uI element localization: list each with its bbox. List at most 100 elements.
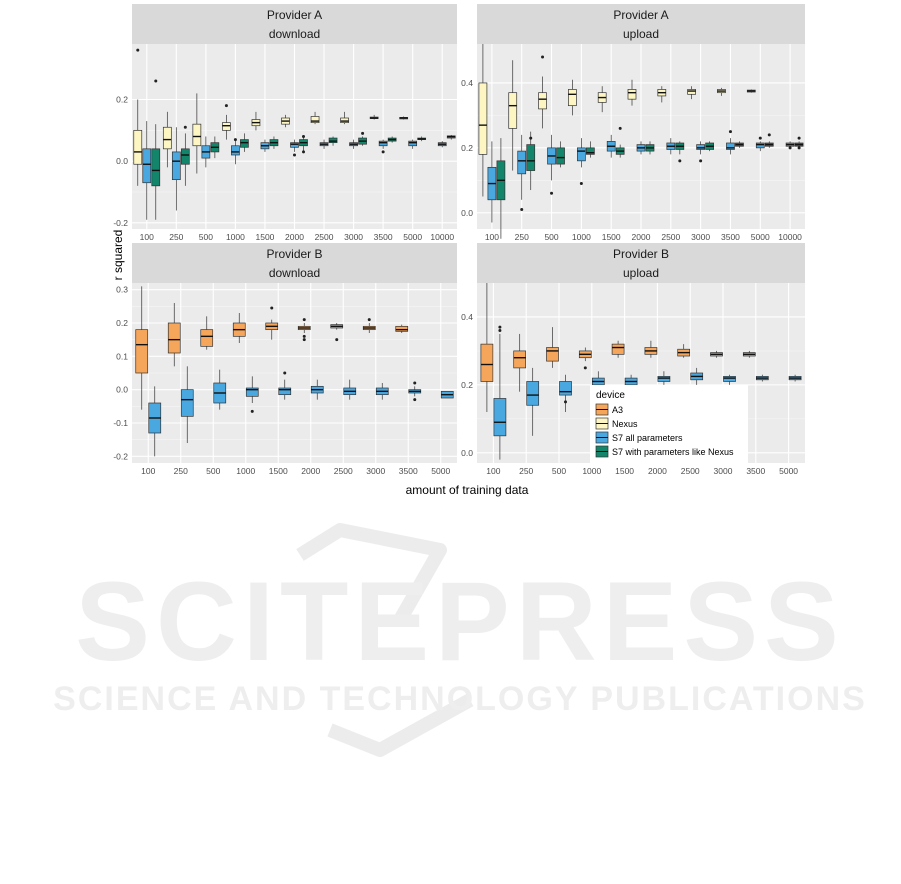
x-tick-label: 5000 [751, 232, 770, 242]
x-tick-label: 10000 [430, 232, 454, 242]
x-tick-label: 2500 [334, 466, 353, 476]
outlier-point [136, 48, 140, 52]
x-tick-label: 2000 [301, 466, 320, 476]
x-tick-label: 100 [486, 466, 500, 476]
outlier-point [678, 159, 682, 163]
y-tick-label: 0.1 [116, 351, 128, 361]
outlier-point [618, 126, 622, 130]
box [687, 89, 696, 95]
outlier-point [520, 208, 524, 212]
strip-label: Provider B [613, 247, 669, 261]
x-tick-label: 100 [141, 466, 155, 476]
outlier-point [797, 146, 801, 150]
box [478, 82, 488, 155]
box [395, 325, 409, 332]
box [611, 343, 625, 355]
x-tick-label: 3000 [344, 232, 363, 242]
outlier-point [797, 136, 801, 140]
x-tick-label: 2000 [632, 232, 651, 242]
box [586, 147, 595, 155]
outlier-point [579, 182, 583, 186]
y-tick-label: 0.2 [461, 143, 473, 153]
legend-label: S7 with parameters like Nexus [612, 447, 734, 457]
x-tick-label: 5000 [779, 466, 798, 476]
box [513, 350, 527, 369]
outlier-point [250, 409, 254, 413]
box [577, 147, 586, 162]
outlier-point [583, 366, 587, 370]
box [222, 122, 231, 131]
box [559, 381, 572, 396]
box [568, 89, 577, 107]
panel-2: Provider A upload 0.0 0.2 0.4 100 250 500 1000 15… [461, 4, 805, 242]
outlier-point [224, 104, 228, 108]
x-tick-label: 100 [485, 232, 499, 242]
outlier-point [183, 125, 187, 129]
series-s7-all-parameters [142, 121, 447, 220]
x-tick-label: 3500 [746, 466, 765, 476]
outlier-point [498, 329, 502, 333]
box [200, 329, 214, 347]
legend-title: device [596, 390, 625, 401]
box [517, 150, 527, 175]
box [696, 144, 705, 150]
strip-label: Provider A [613, 8, 668, 22]
outlier-point [335, 338, 339, 342]
outlier-point [302, 135, 305, 138]
box [723, 376, 736, 382]
outlier-point [233, 138, 237, 142]
x-tick-label: 2000 [285, 232, 304, 242]
outlier-point [293, 153, 296, 157]
x-tick-label: 250 [515, 232, 529, 242]
outlier-point [381, 150, 385, 154]
x-tick-label: 5000 [403, 232, 422, 242]
series-a3 [135, 286, 409, 410]
watermark-line-1: SCITEPRESS [75, 559, 845, 684]
series-s7-all-parameters [487, 130, 795, 223]
box [142, 148, 152, 184]
box [231, 145, 240, 156]
x-tick-label: 2000 [648, 466, 667, 476]
x-tick-label: 100 [140, 232, 154, 242]
box [538, 92, 547, 110]
x-tick-label: 1500 [255, 232, 274, 242]
series-s7-all-parameters [493, 325, 802, 460]
box [135, 329, 149, 374]
outlier-point [361, 131, 365, 135]
legend-label: A3 [612, 405, 623, 415]
x-tick-label: 3000 [691, 232, 710, 242]
panels-group: Provider A download -0.2 0.0 0.2 100 250 500 100… [113, 4, 805, 476]
box [340, 117, 349, 123]
x-tick-label: 3000 [714, 466, 733, 476]
x-tick-label: 1000 [226, 232, 245, 242]
outlier-point [788, 146, 792, 150]
y-tick-label: -0.1 [113, 418, 128, 428]
outlier-point [367, 318, 371, 322]
box [408, 140, 418, 147]
outlier-point [699, 159, 703, 163]
x-axis-title: amount of training data [406, 483, 529, 497]
x-tick-label: 250 [174, 466, 188, 476]
box [278, 387, 292, 396]
box [526, 381, 540, 406]
outlier-point [564, 400, 567, 404]
y-tick-label: 0.4 [461, 312, 473, 322]
box [556, 147, 565, 165]
x-tick-label: 2500 [315, 232, 334, 242]
watermark-logo-shape [296, 523, 474, 757]
series-s7-with-parameters-like-nexus [496, 126, 804, 239]
x-tick-label: 5000 [431, 466, 450, 476]
outlier-point [767, 133, 771, 137]
watermark-line-2: SCIENCE AND TECHNOLOGY PUBLICATIONS [53, 680, 867, 718]
strip-label: upload [623, 266, 659, 280]
series-nexus [133, 48, 409, 186]
panel-strip [477, 4, 805, 44]
box [480, 343, 494, 382]
x-tick-label: 250 [519, 466, 533, 476]
y-tick-label: 0.0 [116, 385, 128, 395]
box [755, 142, 765, 149]
y-tick-label: 0.0 [116, 156, 128, 166]
series-a3 [480, 283, 756, 413]
faceted-boxplot-figure: r squared amount of training data Provid… [111, 4, 805, 497]
strip-label: Provider A [267, 8, 322, 22]
